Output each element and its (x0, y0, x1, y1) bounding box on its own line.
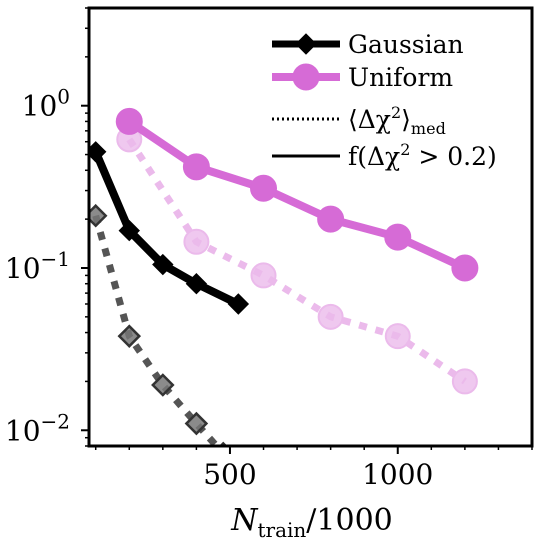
data-point (185, 273, 208, 295)
legend-label: ⟨Δχ2⟩med (348, 103, 446, 138)
series-uniform-f (115, 107, 479, 282)
legend-label: f(Δχ2 > 0.2) (348, 140, 497, 171)
series-gaussian-median (89, 203, 228, 446)
axes-border (87, 6, 534, 448)
series-line (126, 137, 467, 385)
data-point (250, 262, 277, 289)
data-point (184, 411, 209, 436)
data-point (183, 228, 210, 255)
series-layer (89, 107, 479, 446)
legend-marker (295, 33, 317, 55)
ticks-layer: 500 1000 100 10−1 10−2 (5, 7, 533, 491)
data-point (317, 303, 344, 330)
data-point (117, 324, 142, 348)
data-point (152, 253, 174, 276)
data-point (182, 153, 210, 181)
legend-entry-uniform: Uniform (272, 63, 453, 92)
legend-entry-median: ⟨Δχ2⟩med (272, 103, 446, 138)
data-point (151, 373, 175, 397)
legend-entry-gaussian: Gaussian (272, 30, 464, 59)
legend-marker (292, 63, 320, 91)
legend-entry-fraction: f(Δχ2 > 0.2) (272, 140, 497, 171)
data-point (250, 174, 278, 202)
legend-label: Uniform (348, 63, 453, 92)
data-point (118, 219, 140, 242)
y-tick-label: 10−1 (5, 247, 70, 285)
legend-label: Gaussian (348, 30, 464, 59)
series-gaussian-f (89, 141, 250, 315)
x-tick-label: 1000 (362, 458, 433, 491)
data-point (384, 223, 412, 251)
data-point (451, 254, 479, 282)
data-point (317, 205, 345, 233)
y-tick-label: 100 (22, 85, 70, 123)
data-point (451, 368, 478, 395)
y-tick-label: 10−2 (5, 409, 70, 447)
x-axis-label: Ntrain/1000 (230, 503, 393, 542)
data-point (227, 293, 250, 315)
data-point (115, 107, 143, 135)
axes-frame (87, 6, 534, 448)
data-point (384, 323, 411, 350)
x-tick-label: 500 (203, 458, 256, 491)
